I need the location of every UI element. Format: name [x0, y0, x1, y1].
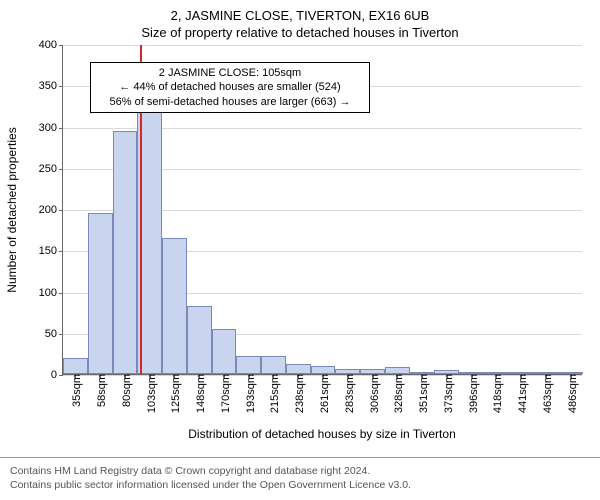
x-tick-label: 80sqm	[117, 374, 133, 407]
histogram-bar	[187, 306, 212, 374]
histogram-bar	[88, 213, 113, 374]
annotation-line-2: ← 44% of detached houses are smaller (52…	[97, 80, 363, 94]
address-line: 2, JASMINE CLOSE, TIVERTON, EX16 6UB	[0, 0, 600, 23]
x-tick-label: 103sqm	[142, 374, 158, 413]
x-tick-label: 396sqm	[464, 374, 480, 413]
x-tick-label: 193sqm	[241, 374, 257, 413]
y-tick-mark	[59, 210, 63, 211]
histogram-bar	[286, 364, 311, 374]
histogram-bar	[212, 329, 237, 374]
footer-line-2: Contains public sector information licen…	[10, 478, 590, 492]
chart-title: Size of property relative to detached ho…	[0, 23, 600, 40]
x-tick-label: 418sqm	[488, 374, 504, 413]
y-tick-mark	[59, 169, 63, 170]
annotation-box: 2 JASMINE CLOSE: 105sqm ← 44% of detache…	[90, 62, 370, 113]
y-tick-mark	[59, 334, 63, 335]
y-tick-mark	[59, 293, 63, 294]
footer-attribution: Contains HM Land Registry data © Crown c…	[0, 457, 600, 500]
histogram-bar	[162, 238, 187, 374]
x-tick-label: 373sqm	[439, 374, 455, 413]
y-tick-mark	[59, 251, 63, 252]
x-tick-label: 283sqm	[340, 374, 356, 413]
x-tick-label: 35sqm	[67, 374, 83, 407]
annotation-line-3: 56% of semi-detached houses are larger (…	[97, 95, 363, 109]
chart-container: 2, JASMINE CLOSE, TIVERTON, EX16 6UB Siz…	[0, 0, 600, 500]
histogram-bar	[385, 367, 410, 374]
histogram-bar	[261, 356, 286, 374]
histogram-bar	[311, 366, 336, 374]
y-axis-label: Number of detached properties	[5, 127, 19, 292]
x-tick-label: 215sqm	[265, 374, 281, 413]
histogram-bar	[63, 358, 88, 375]
y-tick-mark	[59, 375, 63, 376]
x-tick-label: 125sqm	[166, 374, 182, 413]
x-tick-label: 328sqm	[389, 374, 405, 413]
x-axis-label: Distribution of detached houses by size …	[188, 427, 455, 441]
x-tick-label: 148sqm	[191, 374, 207, 413]
annotation-line-1: 2 JASMINE CLOSE: 105sqm	[97, 66, 363, 80]
histogram-bar	[113, 131, 138, 374]
x-tick-label: 351sqm	[414, 374, 430, 413]
x-tick-label: 306sqm	[365, 374, 381, 413]
x-tick-label: 486sqm	[563, 374, 579, 413]
y-tick-mark	[59, 45, 63, 46]
x-tick-label: 441sqm	[513, 374, 529, 413]
x-tick-label: 261sqm	[315, 374, 331, 413]
x-tick-label: 58sqm	[92, 374, 108, 407]
y-tick-mark	[59, 128, 63, 129]
x-tick-label: 463sqm	[538, 374, 554, 413]
x-tick-label: 170sqm	[216, 374, 232, 413]
y-tick-mark	[59, 86, 63, 87]
x-tick-label: 238sqm	[290, 374, 306, 413]
histogram-bar	[236, 356, 261, 374]
footer-line-1: Contains HM Land Registry data © Crown c…	[10, 464, 590, 478]
